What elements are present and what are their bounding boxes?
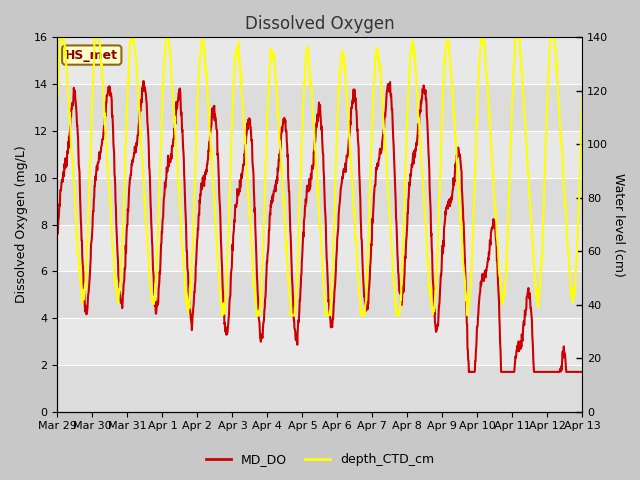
depth_CTD_cm: [54, 96, 61, 102]
Bar: [58, 37, 582, 84]
Legend: MD_DO, depth_CTD_cm: MD_DO, depth_CTD_cm: [200, 448, 440, 471]
Y-axis label: Dissolved Oxygen (mg/L): Dissolved Oxygen (mg/L): [15, 145, 28, 303]
Bar: [58, 84, 582, 131]
MD_DO: [353, 108, 360, 114]
depth_CTD_cm: [353, 247, 361, 253]
Text: HS_met: HS_met: [65, 48, 118, 61]
depth_CTD_cm: [579, 95, 586, 101]
MD_DO: [276, 147, 284, 153]
MD_DO: [116, 285, 124, 290]
depth_CTD_cm: [218, 312, 226, 318]
Bar: [58, 131, 582, 178]
MD_DO: [287, 256, 295, 262]
MD_DO: [465, 369, 473, 375]
depth_CTD_cm: [288, 312, 296, 318]
Line: MD_DO: MD_DO: [58, 81, 582, 372]
Title: Dissolved Oxygen: Dissolved Oxygen: [245, 15, 395, 33]
Bar: [58, 271, 582, 318]
MD_DO: [579, 369, 586, 375]
MD_DO: [140, 78, 147, 84]
MD_DO: [54, 230, 61, 236]
depth_CTD_cm: [57, 35, 65, 40]
depth_CTD_cm: [298, 149, 305, 155]
MD_DO: [94, 159, 102, 165]
Bar: [58, 365, 582, 412]
Bar: [58, 178, 582, 225]
depth_CTD_cm: [116, 288, 124, 293]
Line: depth_CTD_cm: depth_CTD_cm: [58, 37, 582, 315]
Bar: [58, 318, 582, 365]
Bar: [58, 225, 582, 271]
depth_CTD_cm: [95, 35, 102, 40]
depth_CTD_cm: [277, 154, 285, 160]
MD_DO: [297, 283, 305, 289]
Y-axis label: Water level (cm): Water level (cm): [612, 173, 625, 276]
